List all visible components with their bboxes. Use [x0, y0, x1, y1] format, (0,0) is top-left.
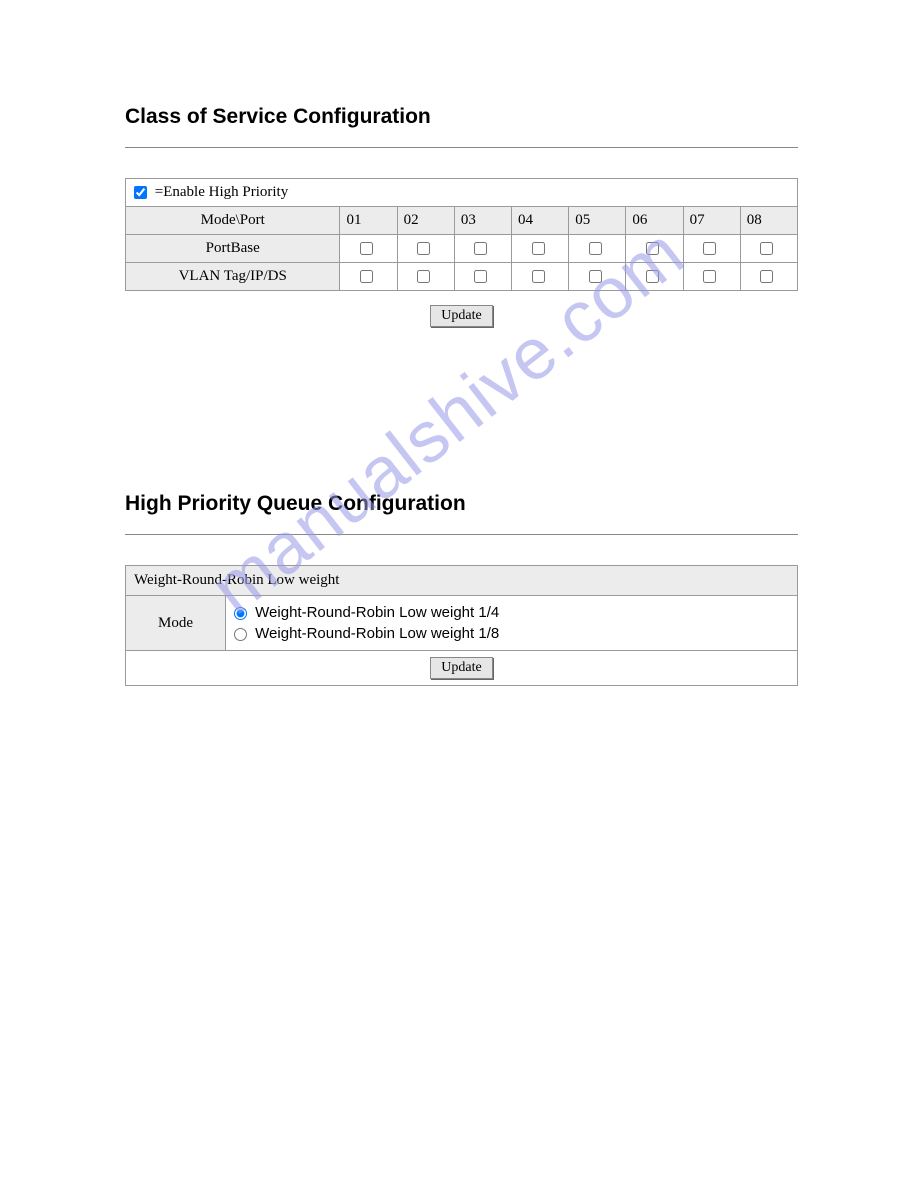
vlan-row: VLAN Tag/IP/DS: [126, 263, 798, 291]
vlan-cb-07[interactable]: [703, 270, 716, 283]
portbase-cb-03[interactable]: [474, 242, 487, 255]
cos-table: =Enable High Priority Mode\Port 01 02 03…: [125, 178, 798, 291]
vlan-cb-08[interactable]: [760, 270, 773, 283]
port-col-08: 08: [740, 207, 797, 235]
radio-1-8-label: Weight-Round-Robin Low weight 1/8: [255, 625, 499, 642]
vlan-label: VLAN Tag/IP/DS: [126, 263, 340, 291]
portbase-row: PortBase: [126, 235, 798, 263]
update-button-1[interactable]: Update: [430, 305, 492, 327]
mode-port-header: Mode\Port: [126, 207, 340, 235]
portbase-cb-08[interactable]: [760, 242, 773, 255]
portbase-label: PortBase: [126, 235, 340, 263]
port-col-04: 04: [512, 207, 569, 235]
radio-option-1[interactable]: Weight-Round-Robin Low weight 1/4: [234, 602, 789, 623]
vlan-cb-02[interactable]: [417, 270, 430, 283]
update-button-2[interactable]: Update: [430, 657, 492, 679]
hpq-title: High Priority Queue Configuration: [125, 492, 798, 516]
enable-label: =Enable High Priority: [155, 184, 288, 200]
hpq-mode-label: Mode: [126, 596, 226, 651]
divider-1: [125, 147, 798, 148]
portbase-cb-01[interactable]: [360, 242, 373, 255]
portbase-cb-02[interactable]: [417, 242, 430, 255]
enable-row: =Enable High Priority: [126, 179, 798, 207]
portbase-cb-05[interactable]: [589, 242, 602, 255]
port-header-row: Mode\Port 01 02 03 04 05 06 07 08: [126, 207, 798, 235]
vlan-cb-01[interactable]: [360, 270, 373, 283]
hpq-options: Weight-Round-Robin Low weight 1/4 Weight…: [226, 596, 798, 651]
port-col-07: 07: [683, 207, 740, 235]
vlan-cb-05[interactable]: [589, 270, 602, 283]
hpq-header: Weight-Round-Robin Low weight: [126, 566, 798, 596]
vlan-cb-04[interactable]: [532, 270, 545, 283]
vlan-cb-03[interactable]: [474, 270, 487, 283]
port-col-01: 01: [340, 207, 397, 235]
port-col-06: 06: [626, 207, 683, 235]
portbase-cb-06[interactable]: [646, 242, 659, 255]
radio-option-2[interactable]: Weight-Round-Robin Low weight 1/8: [234, 623, 789, 644]
divider-2: [125, 534, 798, 535]
portbase-cb-07[interactable]: [703, 242, 716, 255]
hpq-table: Weight-Round-Robin Low weight Mode Weigh…: [125, 565, 798, 686]
portbase-cb-04[interactable]: [532, 242, 545, 255]
port-col-02: 02: [397, 207, 454, 235]
hpq-update-cell: Update: [126, 651, 798, 686]
radio-1-4[interactable]: [234, 607, 247, 620]
cos-title: Class of Service Configuration: [125, 105, 798, 129]
radio-1-4-label: Weight-Round-Robin Low weight 1/4: [255, 604, 499, 621]
vlan-cb-06[interactable]: [646, 270, 659, 283]
port-col-03: 03: [454, 207, 511, 235]
port-col-05: 05: [569, 207, 626, 235]
enable-checkbox[interactable]: [134, 186, 147, 199]
radio-1-8[interactable]: [234, 628, 247, 641]
